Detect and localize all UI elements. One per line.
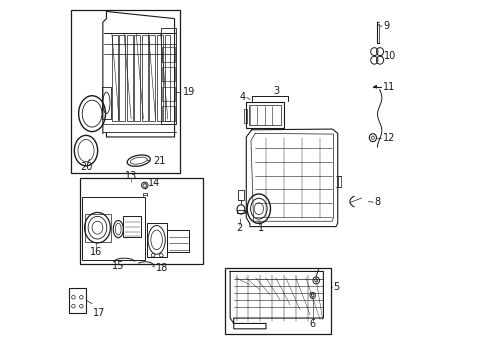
Text: 3: 3 [272, 86, 279, 96]
Bar [80, 178, 203, 264]
Text: 18: 18 [156, 262, 168, 273]
Bar [164, 35, 170, 121]
Bar [236, 210, 244, 213]
Text: 11: 11 [383, 82, 395, 93]
Text: 13: 13 [124, 171, 137, 181]
Bar [70, 10, 180, 173]
Bar [119, 35, 125, 121]
Bar [248, 105, 281, 126]
Bar [112, 35, 117, 121]
Bar [123, 216, 141, 237]
Text: 4: 4 [239, 92, 244, 102]
Text: 20: 20 [80, 162, 92, 172]
Bar [237, 190, 244, 200]
Text: 15: 15 [112, 261, 124, 271]
Bar [69, 288, 86, 313]
Text: 8: 8 [373, 197, 380, 207]
Text: 19: 19 [183, 87, 195, 97]
Text: 12: 12 [382, 133, 394, 143]
Bar [142, 35, 147, 121]
Text: 14: 14 [148, 177, 161, 188]
Bar [102, 87, 111, 119]
Bar [149, 35, 155, 121]
Bar [147, 223, 166, 257]
Bar [161, 28, 175, 125]
Bar [162, 47, 174, 62]
Bar [246, 102, 284, 128]
Text: 21: 21 [153, 156, 165, 166]
Text: 2: 2 [236, 223, 242, 233]
Text: 5: 5 [333, 282, 339, 292]
Text: 6: 6 [309, 319, 315, 329]
Bar [162, 107, 174, 121]
Bar [157, 35, 163, 121]
Text: 1: 1 [257, 223, 263, 233]
Text: 16: 16 [90, 247, 102, 257]
Bar [244, 109, 247, 123]
Bar [167, 230, 188, 252]
Bar [162, 87, 174, 101]
Bar [85, 214, 110, 242]
Text: 9: 9 [383, 21, 389, 31]
Text: 10: 10 [383, 51, 395, 61]
Bar [224, 268, 330, 334]
Text: 7: 7 [312, 268, 319, 278]
Bar [162, 67, 174, 81]
Bar [337, 176, 341, 187]
Bar [126, 35, 132, 121]
Bar [82, 197, 144, 260]
Bar [134, 35, 140, 121]
Text: 17: 17 [93, 308, 105, 318]
